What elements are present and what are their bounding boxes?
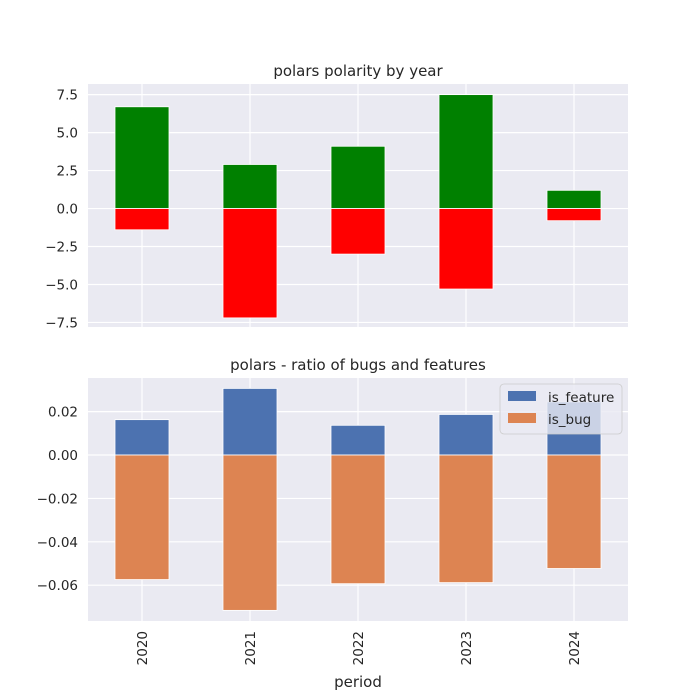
polarity-y-tick-label: 7.5 xyxy=(57,88,78,104)
ratio-bar-2022-negative xyxy=(330,454,386,585)
polarity-y-tick-label: 5.0 xyxy=(57,126,78,142)
ratio-y-tick-label: −0.04 xyxy=(37,535,78,551)
ratio-bar-2021-negative xyxy=(222,454,278,611)
ratio-title: polars - ratio of bugs and features xyxy=(230,356,486,374)
legend: is_feature is_bug xyxy=(499,383,623,435)
ratio-bar-2022-positive xyxy=(330,424,386,456)
ratio-bar-2023-positive xyxy=(438,414,494,456)
legend-swatch-is-feature xyxy=(508,391,536,401)
polarity-bar-2022-positive xyxy=(330,145,386,209)
polarity-y-tick-label: −7.5 xyxy=(45,315,78,331)
polarity-bars xyxy=(114,94,602,319)
ratio-bar-2020-positive xyxy=(114,419,170,456)
ratio-bar-2021-positive xyxy=(222,388,278,456)
ratio-y-tick-label: −0.06 xyxy=(37,578,78,594)
polarity-bar-2023-positive xyxy=(438,94,494,209)
x-tick-label-2022: 2022 xyxy=(351,631,367,665)
polarity-bar-2020-negative xyxy=(114,208,170,231)
polarity-chart: −7.5 −5.0 −2.5 0.0 2.5 5.0 7.5 polars polarity… xyxy=(45,62,628,331)
polarity-bar-2024-negative xyxy=(546,208,602,222)
ratio-chart: −0.06 −0.04 −0.02 0.00 0.02 2020 2021 2022 2023… xyxy=(37,356,628,691)
ratio-y-ticks: −0.06 −0.04 −0.02 0.00 0.02 xyxy=(37,405,78,595)
legend-swatch-is-bug xyxy=(508,413,536,423)
polarity-bar-2021-positive xyxy=(222,164,278,209)
x-tick-label-2023: 2023 xyxy=(459,631,475,665)
x-tick-label-2024: 2024 xyxy=(567,631,583,665)
x-axis-label: period xyxy=(334,673,382,691)
polarity-y-tick-label: 0.0 xyxy=(57,202,78,218)
ratio-bar-2023-negative xyxy=(438,454,494,583)
polarity-bar-2023-negative xyxy=(438,208,494,290)
ratio-x-ticks: 2020 2021 2022 2023 2024 xyxy=(135,631,583,665)
ratio-bar-2024-negative xyxy=(546,454,602,569)
ratio-y-tick-label: 0.00 xyxy=(48,448,78,464)
x-tick-label-2020: 2020 xyxy=(135,631,151,665)
ratio-bar-2020-negative xyxy=(114,454,170,580)
polarity-bar-2022-negative xyxy=(330,208,386,255)
ratio-bars xyxy=(114,388,602,611)
polarity-y-tick-label: 2.5 xyxy=(57,164,78,180)
polarity-y-tick-label: −2.5 xyxy=(45,240,78,256)
x-tick-label-2021: 2021 xyxy=(243,631,259,665)
polarity-y-tick-label: −5.0 xyxy=(45,277,78,293)
ratio-y-tick-label: −0.02 xyxy=(37,491,78,507)
polarity-y-ticks: −7.5 −5.0 −2.5 0.0 2.5 5.0 7.5 xyxy=(45,88,78,332)
legend-label-is-feature: is_feature xyxy=(548,390,614,406)
polarity-bar-2021-negative xyxy=(222,208,278,319)
polarity-bar-2024-positive xyxy=(546,189,602,209)
legend-label-is-bug: is_bug xyxy=(548,412,591,428)
polarity-bar-2020-positive xyxy=(114,106,170,209)
ratio-y-tick-label: 0.02 xyxy=(48,405,78,421)
polarity-title: polars polarity by year xyxy=(273,62,443,80)
